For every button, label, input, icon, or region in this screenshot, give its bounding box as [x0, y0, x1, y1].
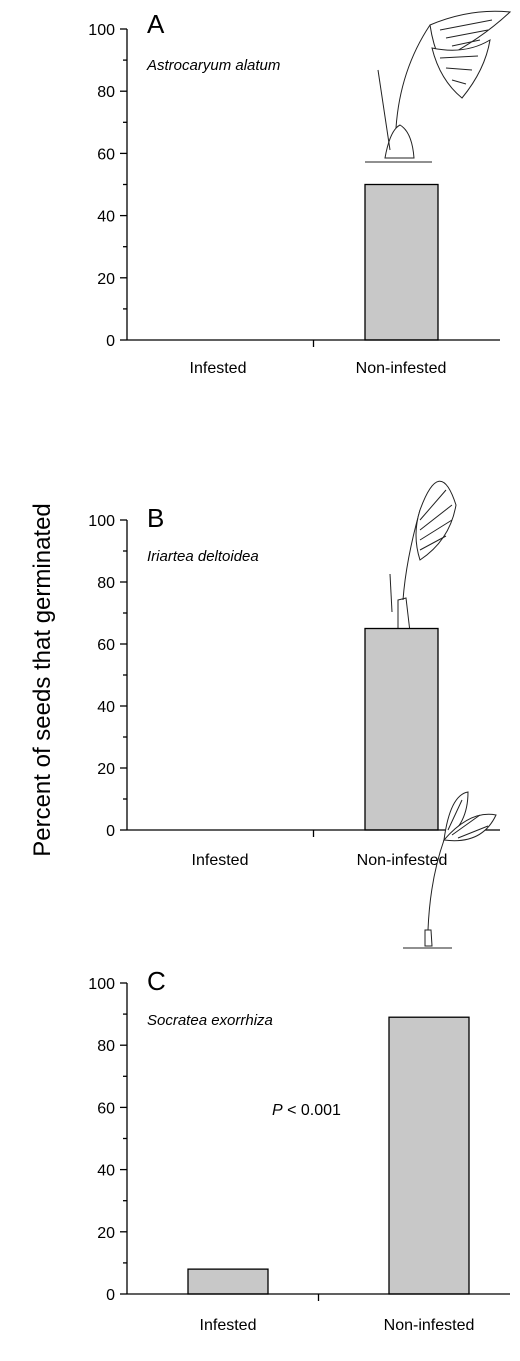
x-tick-label: Non-infested	[384, 1317, 475, 1334]
x-tick-label: Infested	[192, 852, 249, 869]
species-name: Iriartea deltoidea	[147, 548, 259, 565]
x-tick-label: Infested	[200, 1317, 257, 1334]
x-tick-label: Infested	[190, 360, 247, 377]
y-tick-label: 60	[97, 1100, 115, 1117]
y-tick-label: 100	[88, 976, 115, 993]
species-name: Socratea exorrhiza	[147, 1012, 273, 1029]
palm-illustration-c	[403, 791, 497, 949]
p-value-annotation: P < 0.001	[272, 1102, 341, 1119]
y-tick-label: 100	[88, 22, 115, 39]
bar-infested	[187, 1268, 269, 1295]
x-tick-label: Non-infested	[357, 852, 448, 869]
bar-non-infested	[388, 1016, 470, 1295]
y-tick-label: 40	[97, 699, 115, 716]
y-tick-label: 20	[97, 1225, 115, 1242]
y-axis-label: Percent of seeds that germinated	[29, 503, 56, 857]
bar-non-infested	[364, 183, 439, 341]
y-tick-label: 80	[97, 84, 115, 101]
panel-letter-b: B	[147, 503, 164, 533]
y-tick-label: 80	[97, 575, 115, 592]
bar-non-infested	[364, 627, 439, 831]
palm-illustration-a	[365, 10, 512, 163]
y-tick-label: 60	[97, 146, 115, 163]
x-tick-label: Non-infested	[356, 360, 447, 377]
y-tick-label: 20	[97, 271, 115, 288]
panel-b: 0 20 40 60 80 100 Infested Non-infested B Iriarte…	[88, 480, 500, 869]
panel-letter-c: C	[147, 966, 166, 996]
y-tick-label: 0	[106, 1287, 115, 1304]
y-tick-label: 40	[97, 209, 115, 226]
y-tick-label: 100	[88, 513, 115, 530]
panel-a: 0 20 40 60 80 100 Infested Non-infested A Astroca…	[88, 9, 512, 377]
y-tick-label: 80	[97, 1038, 115, 1055]
y-tick-label: 40	[97, 1163, 115, 1180]
y-tick-label: 0	[106, 823, 115, 840]
panel-c: 0 20 40 60 80 100 Infested Non-infested C Socrate…	[88, 791, 510, 1334]
palm-illustration-b	[378, 480, 457, 635]
y-tick-label: 20	[97, 761, 115, 778]
species-name: Astrocaryum alatum	[146, 57, 280, 74]
y-tick-label: 60	[97, 637, 115, 654]
y-tick-label: 0	[106, 333, 115, 350]
panel-letter-a: A	[147, 9, 165, 39]
